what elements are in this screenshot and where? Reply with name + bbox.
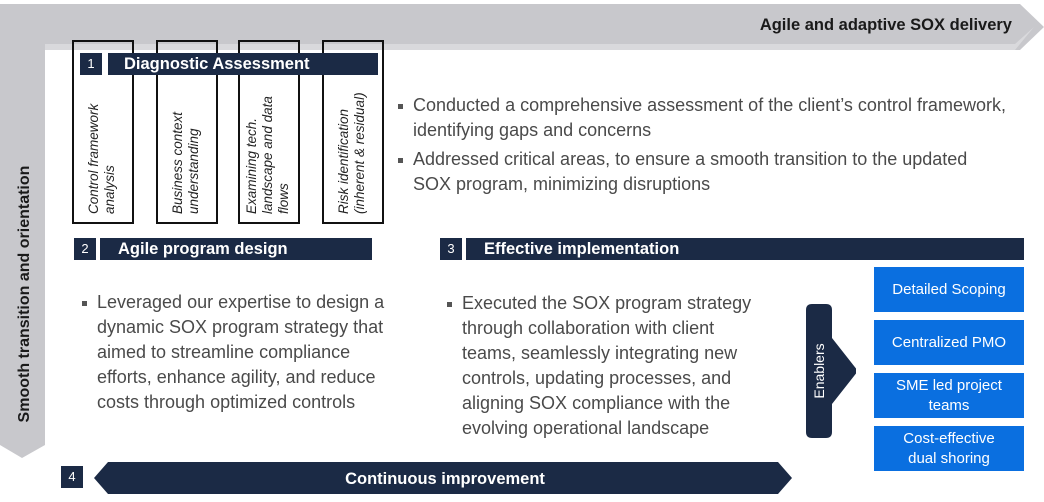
pillar-3-text: Examining tech. landscape and data flows xyxy=(244,96,291,214)
enabler-sme-teams: SME led project teams xyxy=(874,373,1024,418)
section-3-title: Effective implementation xyxy=(466,238,1024,260)
implementation-bullet: Executed the SOX program strategy throug… xyxy=(445,291,770,441)
left-arrow xyxy=(0,4,45,458)
top-arrow xyxy=(0,4,1044,50)
diagnostic-bullet-list: Conducted a comprehensive assessment of … xyxy=(396,93,1006,201)
enablers-label: Enablers xyxy=(811,343,827,399)
section-1-title-overlay: Diagnostic Assessment xyxy=(108,53,378,75)
section-1-number-overlay: 1 xyxy=(80,53,102,75)
pillar-2-text: Business context understanding xyxy=(170,111,201,214)
top-frame-title: Agile and adaptive SOX delivery xyxy=(759,16,1012,34)
pillar-4-text: Risk identification (inherent & residual) xyxy=(336,92,367,214)
frame-shade xyxy=(45,27,1034,50)
enabler-detailed-scoping: Detailed Scoping xyxy=(874,267,1024,312)
diagnostic-bullet: Conducted a comprehensive assessment of … xyxy=(396,93,1006,143)
enablers-arrow xyxy=(806,304,856,438)
enabler-centralized-pmo: Centralized PMO xyxy=(874,320,1024,365)
agile-bullet: Leveraged our expertise to design a dyna… xyxy=(80,290,400,415)
pillar-1-text: Control framework analysis xyxy=(86,103,117,214)
pillar-business-context xyxy=(156,40,218,224)
section-2-title: Agile program design xyxy=(100,238,372,260)
pillar-tech-landscape xyxy=(238,40,300,224)
section-4-number: 4 xyxy=(61,466,83,488)
continuous-improvement-arrow xyxy=(94,462,792,494)
pillar-risk-identification xyxy=(322,40,384,224)
implementation-bullet-list: Executed the SOX program strategy throug… xyxy=(445,291,770,445)
diagnostic-bullet: Addressed critical areas, to ensure a sm… xyxy=(396,147,1006,197)
section-4-title: Continuous improvement xyxy=(345,470,545,488)
pillar-control-framework xyxy=(72,40,134,224)
side-frame-title: Smooth transition and orientation xyxy=(16,165,33,423)
section-3-number: 3 xyxy=(440,238,462,260)
enabler-dual-shoring: Cost-effective dual shoring xyxy=(874,426,1024,471)
agile-bullet-list: Leveraged our expertise to design a dyna… xyxy=(80,290,400,419)
section-2-number: 2 xyxy=(74,238,96,260)
